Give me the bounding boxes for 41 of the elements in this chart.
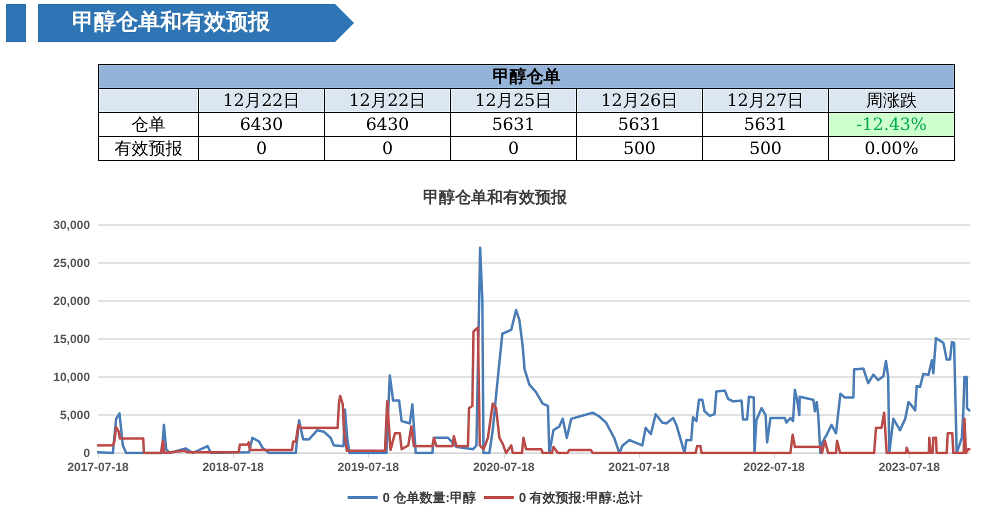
text: 甲醇仓单和有效预报 [38, 4, 354, 42]
y-tick-label: 30,000 [53, 218, 90, 232]
text: 0 [382, 138, 393, 158]
category-label: 12月27日 [702, 88, 828, 112]
text: 0 [508, 138, 519, 158]
text: 6430 [366, 114, 410, 134]
text: 5631 [492, 114, 536, 134]
line-series [96, 246, 971, 454]
chart-title: 甲醇仓单和有效预报 [423, 188, 568, 206]
text: 500 [749, 138, 782, 158]
text: 500 [623, 138, 656, 158]
x-tick-label: 2019-07-18 [338, 460, 400, 474]
y-tick-label: 10,000 [53, 370, 90, 384]
text: 0 [256, 138, 267, 158]
text: 5631 [618, 114, 662, 134]
category-label: 12月22日 [198, 88, 324, 112]
text: 0.00% [864, 138, 918, 158]
y-tick-label: 25,000 [53, 256, 90, 270]
category-label: 12月26日 [576, 88, 702, 112]
text: 6430 [240, 114, 284, 134]
category-label: 12月22日 [324, 88, 450, 112]
category-label: 有效预报 [114, 139, 182, 159]
category-label: 12月25日 [450, 88, 576, 112]
category-label: 仓单 [132, 115, 166, 135]
legend-label: 0 有效预报:甲醇:总计 [518, 490, 642, 505]
x-tick-label: 2021-07-18 [608, 460, 670, 474]
y-tick-label: 5,000 [60, 408, 90, 422]
y-tick-label: 15,000 [53, 332, 90, 346]
x-tick-label: 2023-07-18 [878, 460, 940, 474]
x-tick-label: 2017-07-18 [67, 460, 130, 474]
x-tick-label: 2018-07-18 [202, 460, 264, 474]
legend-label: 0 仓单数量:甲醇 [382, 490, 476, 505]
line-series [96, 326, 971, 454]
y-tick-label: 0 [83, 446, 90, 460]
text: 甲醇仓单 [98, 64, 954, 88]
text: 5631 [744, 114, 788, 134]
highlighted-cell: -12.43% [828, 112, 954, 136]
y-tick-label: 20,000 [53, 294, 90, 308]
x-tick-label: 2020-07-18 [473, 460, 535, 474]
x-tick-label: 2022-07-18 [743, 460, 806, 474]
category-label: 周涨跌 [828, 88, 954, 112]
